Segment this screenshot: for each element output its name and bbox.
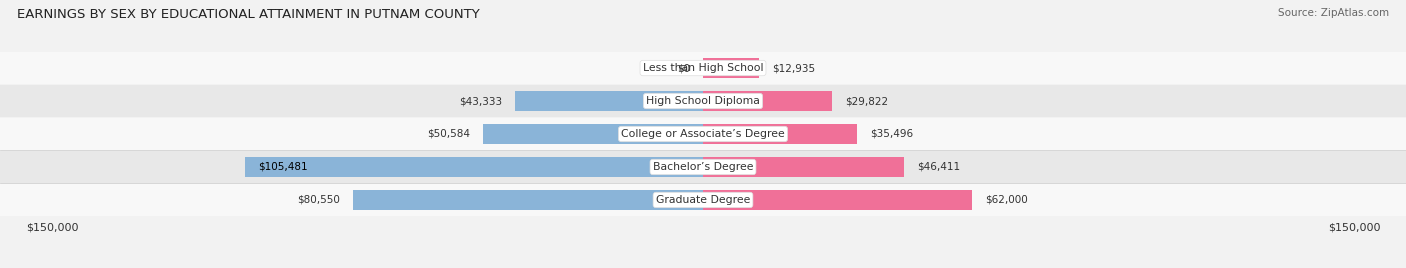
Bar [0,118,1406,150]
Text: $12,935: $12,935 [772,63,815,73]
Text: $35,496: $35,496 [870,129,912,139]
Text: College or Associate’s Degree: College or Associate’s Degree [621,129,785,139]
Bar [703,157,904,177]
Text: Bachelor’s Degree: Bachelor’s Degree [652,162,754,172]
Bar [0,85,1406,117]
Text: $62,000: $62,000 [986,195,1028,205]
Bar [515,91,703,111]
Bar [0,52,1406,84]
Text: $80,550: $80,550 [298,195,340,205]
Text: $105,481: $105,481 [259,162,308,172]
Bar [0,184,1406,216]
Bar [703,190,972,210]
Bar [353,190,703,210]
Text: $0: $0 [676,63,690,73]
Text: Graduate Degree: Graduate Degree [655,195,751,205]
Text: Less than High School: Less than High School [643,63,763,73]
Text: $43,333: $43,333 [458,96,502,106]
Bar [703,58,759,78]
Bar [484,124,703,144]
Text: $50,584: $50,584 [427,129,471,139]
Text: High School Diploma: High School Diploma [647,96,759,106]
Bar [245,157,703,177]
Bar [0,151,1406,183]
Text: EARNINGS BY SEX BY EDUCATIONAL ATTAINMENT IN PUTNAM COUNTY: EARNINGS BY SEX BY EDUCATIONAL ATTAINMEN… [17,8,479,21]
Text: Source: ZipAtlas.com: Source: ZipAtlas.com [1278,8,1389,18]
Bar [703,124,858,144]
Text: $29,822: $29,822 [845,96,889,106]
Bar [703,91,832,111]
Text: $46,411: $46,411 [918,162,960,172]
